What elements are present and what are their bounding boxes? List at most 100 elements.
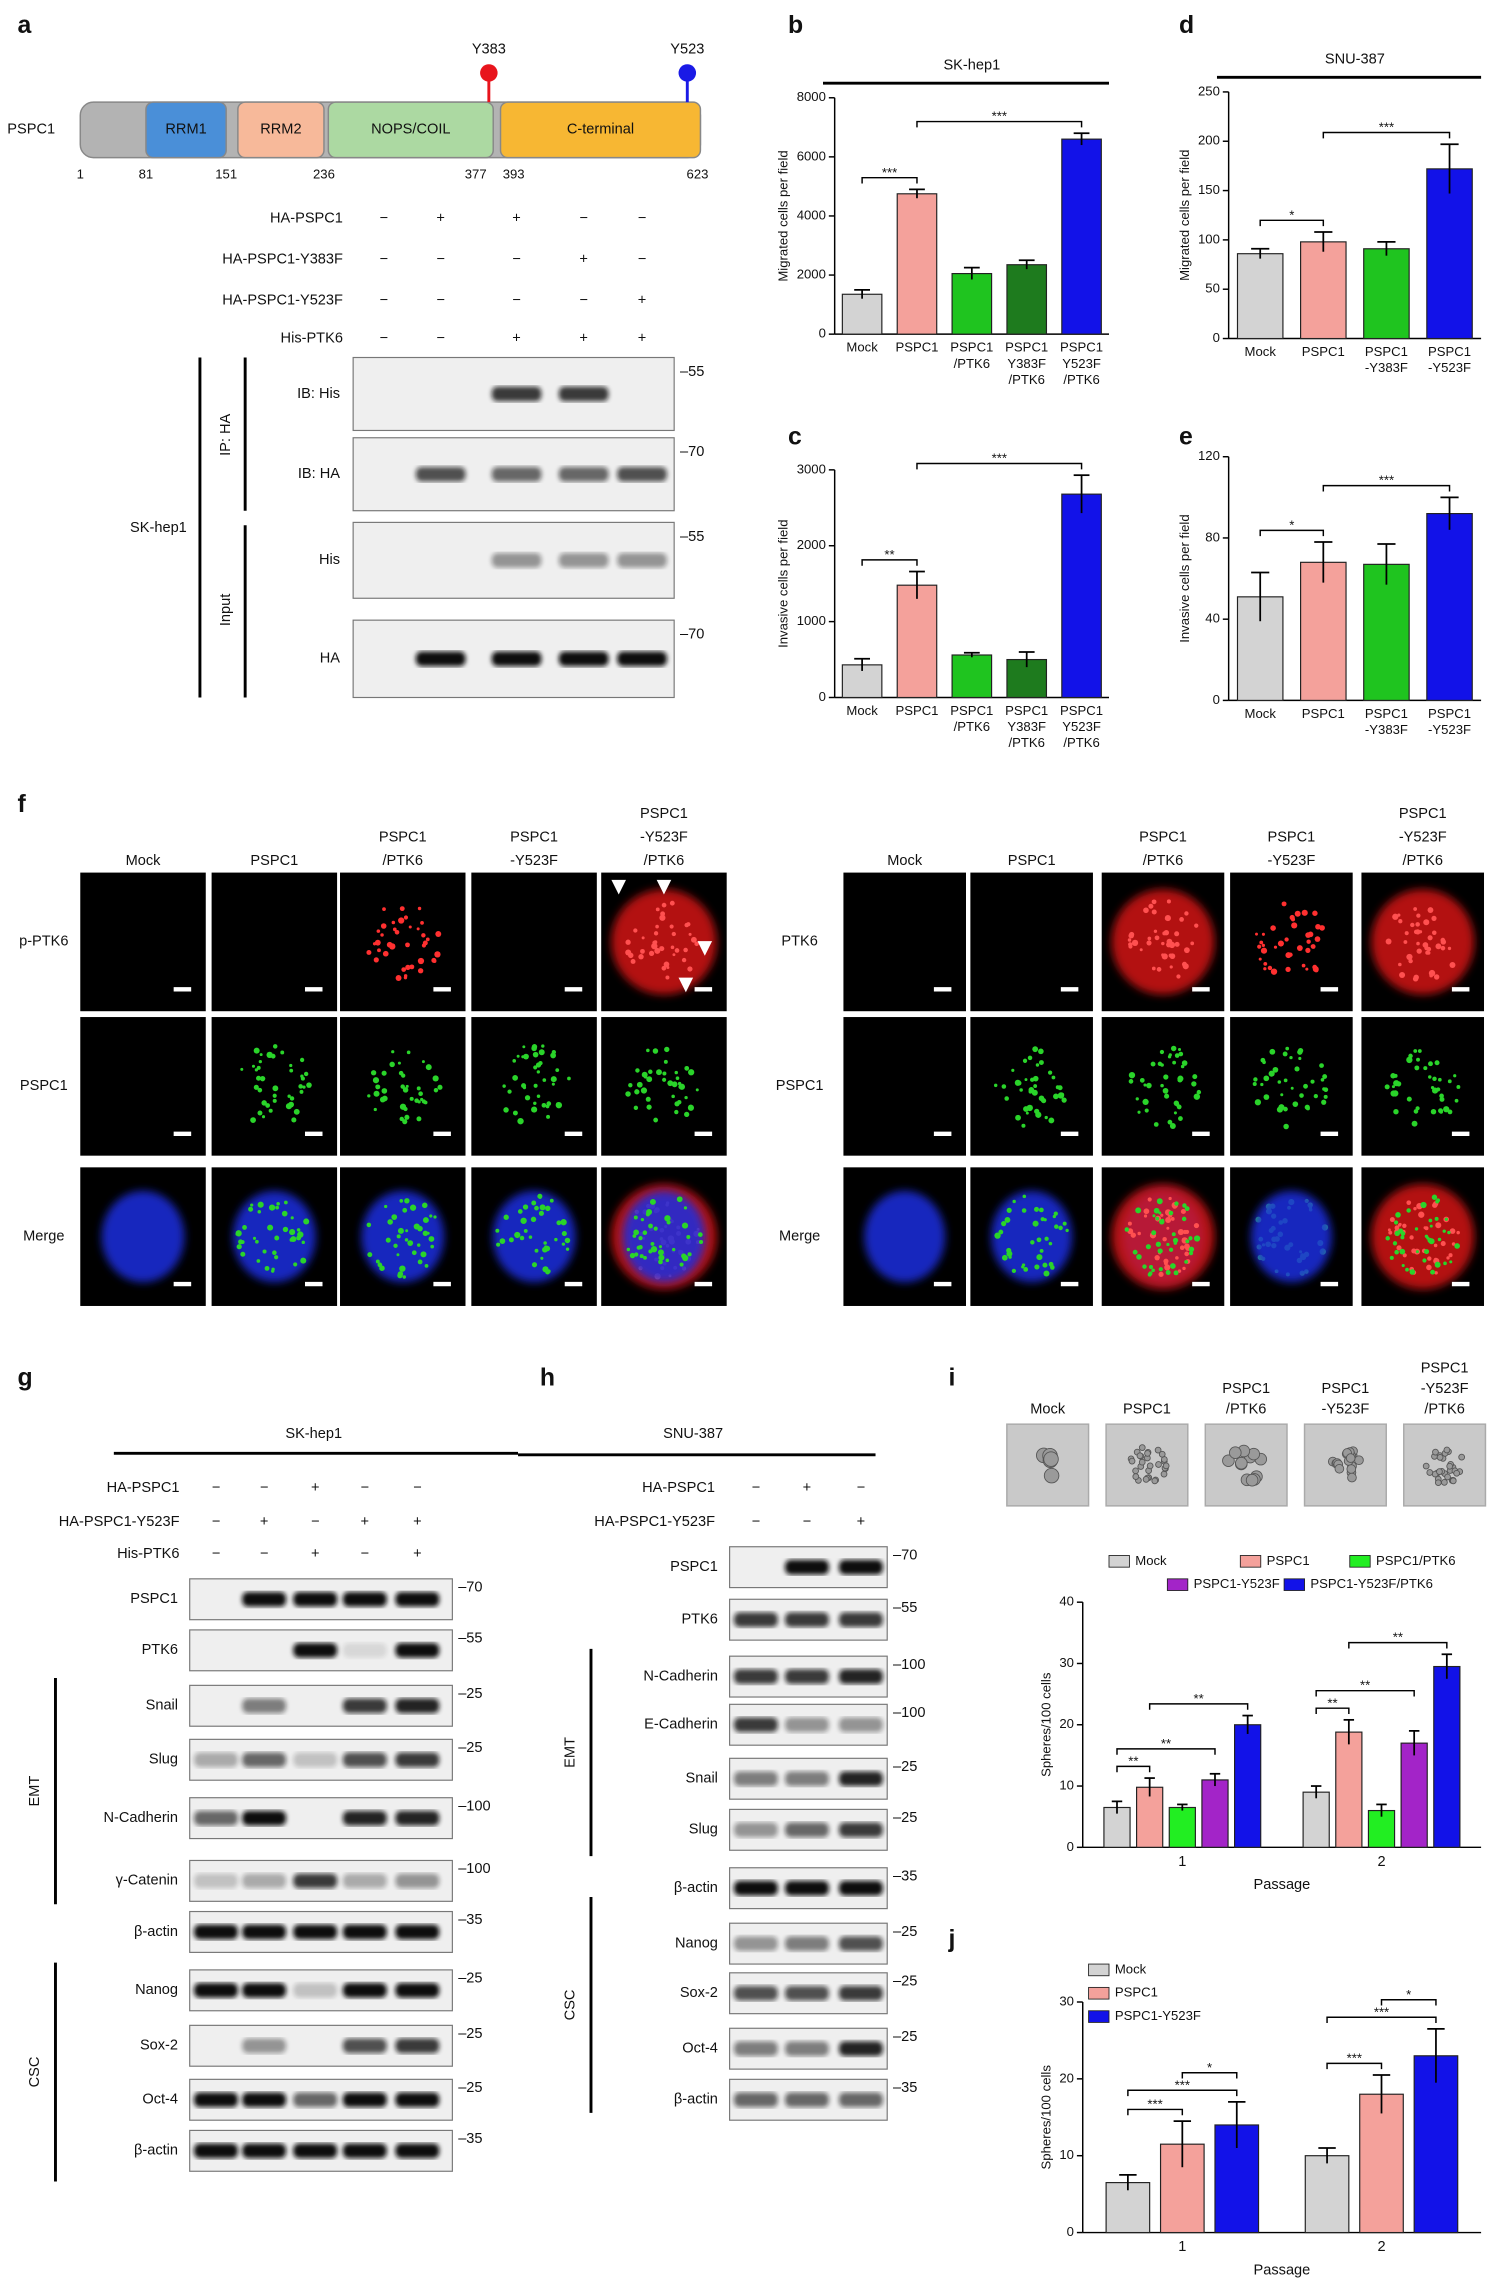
speckle: [257, 1110, 263, 1116]
speckle: [379, 1096, 386, 1103]
y-tick-label: 40: [1205, 611, 1220, 626]
significance-bracket: [1127, 2089, 1238, 2097]
speckle: [1053, 1211, 1058, 1216]
condition-label: HA-PSPC1-Y383F: [222, 252, 343, 268]
speckle: [499, 1238, 506, 1244]
group-label: EMT: [562, 1737, 578, 1768]
x-tick-label: PSPC1 Y383F/PTK6: [1005, 704, 1048, 751]
band: [342, 1810, 387, 1826]
sign: −: [752, 1480, 761, 1496]
speckle: [375, 1084, 381, 1090]
speckle: [1162, 1087, 1169, 1094]
mw-marker: –55: [893, 1600, 917, 1616]
speckle: [1178, 1051, 1184, 1057]
bar: [1335, 1731, 1363, 1848]
speckle: [1036, 1237, 1042, 1243]
mw-marker: –25: [893, 1810, 917, 1826]
speckle: [1148, 1265, 1154, 1270]
speckle: [1263, 1075, 1270, 1082]
x-tick-label: PSPC1/PTK6: [950, 340, 993, 371]
speckle: [667, 1080, 674, 1087]
sphere-cell: [1155, 1461, 1162, 1468]
column-header: PSPC1 -Y523F: [510, 829, 558, 868]
speckle: [1039, 1207, 1044, 1213]
speckle: [643, 1075, 648, 1079]
speckle: [533, 1101, 537, 1106]
speckle: [403, 915, 409, 920]
speckle: [1023, 1267, 1029, 1272]
sphere-cell: [1144, 1450, 1151, 1457]
speckle: [519, 1235, 525, 1241]
position-label: 151: [215, 167, 237, 182]
row-label: PSPC1: [20, 1078, 68, 1094]
y-axis-label: Invasive cells per field: [775, 519, 790, 647]
x-tick-label: PSPC1 Y383F/PTK6: [1005, 340, 1048, 387]
speckle: [1292, 1101, 1299, 1107]
mw-marker: –70: [680, 627, 704, 643]
speckle: [1155, 1241, 1161, 1247]
speckle: [262, 1249, 267, 1254]
speckle: [1180, 1064, 1185, 1069]
nucleus: [1250, 1190, 1332, 1283]
speckle: [1435, 1222, 1442, 1229]
position-label: 393: [503, 167, 525, 182]
significance-label: *: [1406, 1987, 1411, 2002]
speckle: [625, 939, 631, 945]
speckle: [634, 1089, 640, 1095]
band: [395, 1873, 440, 1889]
speckle: [1404, 931, 1409, 936]
y-axis-label: Migrated cells per field: [1177, 150, 1192, 281]
band: [785, 1822, 829, 1838]
blot-label: PTK6: [681, 1612, 717, 1628]
sphere-cell: [1422, 1462, 1430, 1470]
speckle: [405, 964, 411, 971]
legend-swatch: [1283, 1578, 1305, 1591]
speckle: [1182, 1203, 1187, 1208]
column-header: PSPC1 -Y523F/PTK6: [1399, 806, 1447, 869]
speckle: [1027, 1055, 1033, 1061]
speckle: [561, 1231, 567, 1237]
panel-letter: e: [1179, 423, 1193, 450]
speckle: [1397, 1223, 1402, 1227]
speckle: [1289, 1055, 1293, 1060]
speckle: [1282, 1051, 1288, 1057]
speckle: [421, 1060, 425, 1064]
speckle: [1449, 1260, 1453, 1264]
speckle: [1191, 1081, 1197, 1087]
band: [491, 651, 542, 667]
speckle: [1159, 1219, 1165, 1225]
speckle: [1004, 1096, 1009, 1101]
speckle: [1418, 1211, 1425, 1218]
speckle: [1296, 945, 1303, 951]
condition-label: HA-PSPC1-Y523F: [59, 1514, 180, 1530]
mw-marker: –100: [458, 1798, 490, 1814]
band: [839, 1771, 883, 1787]
speckle: [630, 959, 636, 964]
speckle: [299, 1057, 305, 1063]
significance-label: ***: [1379, 120, 1394, 135]
x-tick-label: PSPC1/PTK6: [950, 704, 993, 735]
speckle: [682, 1254, 689, 1262]
speckle: [380, 923, 387, 929]
speckle: [1154, 935, 1160, 941]
error-bar: [1018, 259, 1035, 270]
speckle: [1155, 1216, 1160, 1221]
significance-label: **: [1327, 1695, 1337, 1710]
band: [194, 1873, 238, 1889]
band: [293, 2092, 338, 2108]
speckle: [1439, 1093, 1444, 1099]
speckle: [652, 1048, 659, 1054]
speckle: [1021, 1123, 1026, 1128]
sphere-cell: [1436, 1468, 1443, 1476]
speckle: [381, 1070, 387, 1076]
speckle: [1406, 1096, 1412, 1102]
band: [491, 466, 542, 482]
sphere-cell: [1136, 1452, 1144, 1460]
speckle: [1416, 913, 1421, 918]
speckle: [402, 1119, 408, 1125]
speckle: [533, 1083, 538, 1088]
speckle: [437, 1084, 443, 1090]
band: [194, 2143, 238, 2159]
sign: −: [260, 1546, 269, 1562]
sign: −: [380, 292, 389, 308]
